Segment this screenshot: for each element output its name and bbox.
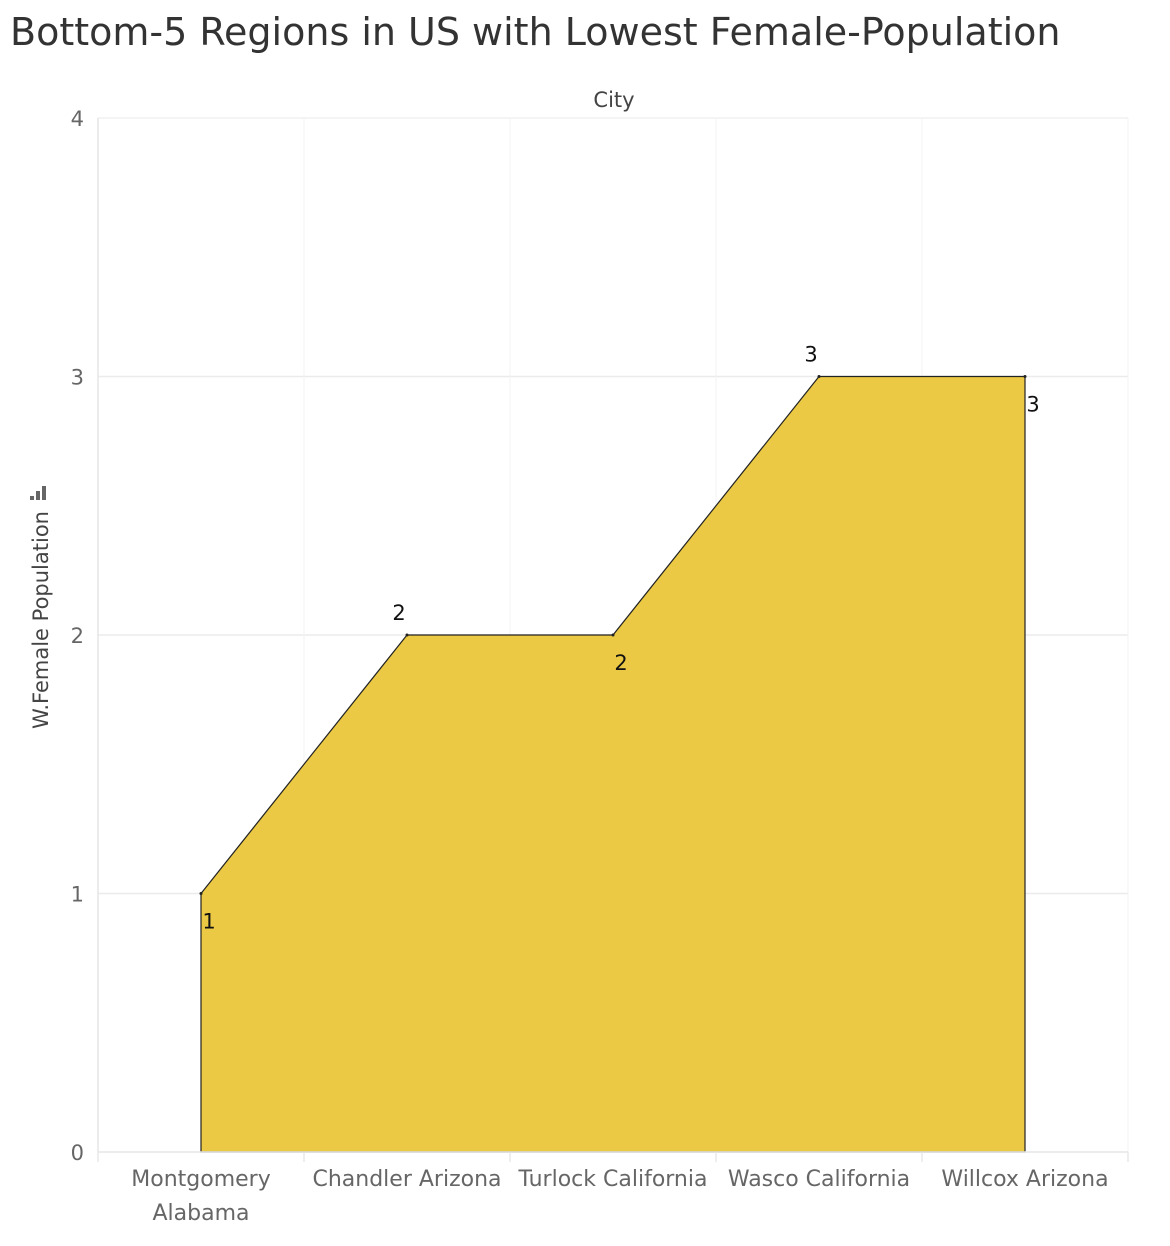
chart-title: Bottom-5 Regions in US with Lowest Femal… [10,10,1061,54]
data-label: 1 [202,910,215,934]
bar-sort-icon[interactable] [30,486,46,500]
data-point [1023,375,1027,378]
y-tick-label: 3 [71,366,84,390]
y-tick-label: 2 [71,624,84,648]
y-axis-title: W.Female Population [29,511,53,729]
area-fill [200,375,1026,1153]
axes: 0 1 2 3 4 Montgomery Alabama Chandler Arizona Tu… [71,107,1129,1226]
x-tick-label: Willcox Arizona [941,1167,1108,1192]
y-tick-label: 0 [71,1141,84,1165]
data-point [817,375,821,378]
x-axis-title: City [593,88,634,112]
data-label: 2 [392,601,405,625]
x-tick-label: Wasco California [728,1167,910,1192]
x-tick-label: Montgomery [131,1167,270,1192]
data-label: 3 [804,343,817,367]
data-label: 2 [614,651,627,675]
y-tick-label: 4 [71,107,84,131]
x-tick-label: Alabama [152,1201,249,1226]
y-axis-title-group: W.Female Population [29,511,53,729]
data-label: 3 [1026,393,1039,417]
y-tick-label: 1 [71,883,84,907]
area-layer [199,375,1027,1153]
x-tick-label: Turlock California [518,1167,708,1192]
x-tick-label: Chandler Arizona [312,1167,501,1192]
data-labels: 1 2 2 3 3 [202,343,1039,934]
data-point [199,892,203,895]
data-point [611,633,615,637]
data-point [405,633,409,637]
